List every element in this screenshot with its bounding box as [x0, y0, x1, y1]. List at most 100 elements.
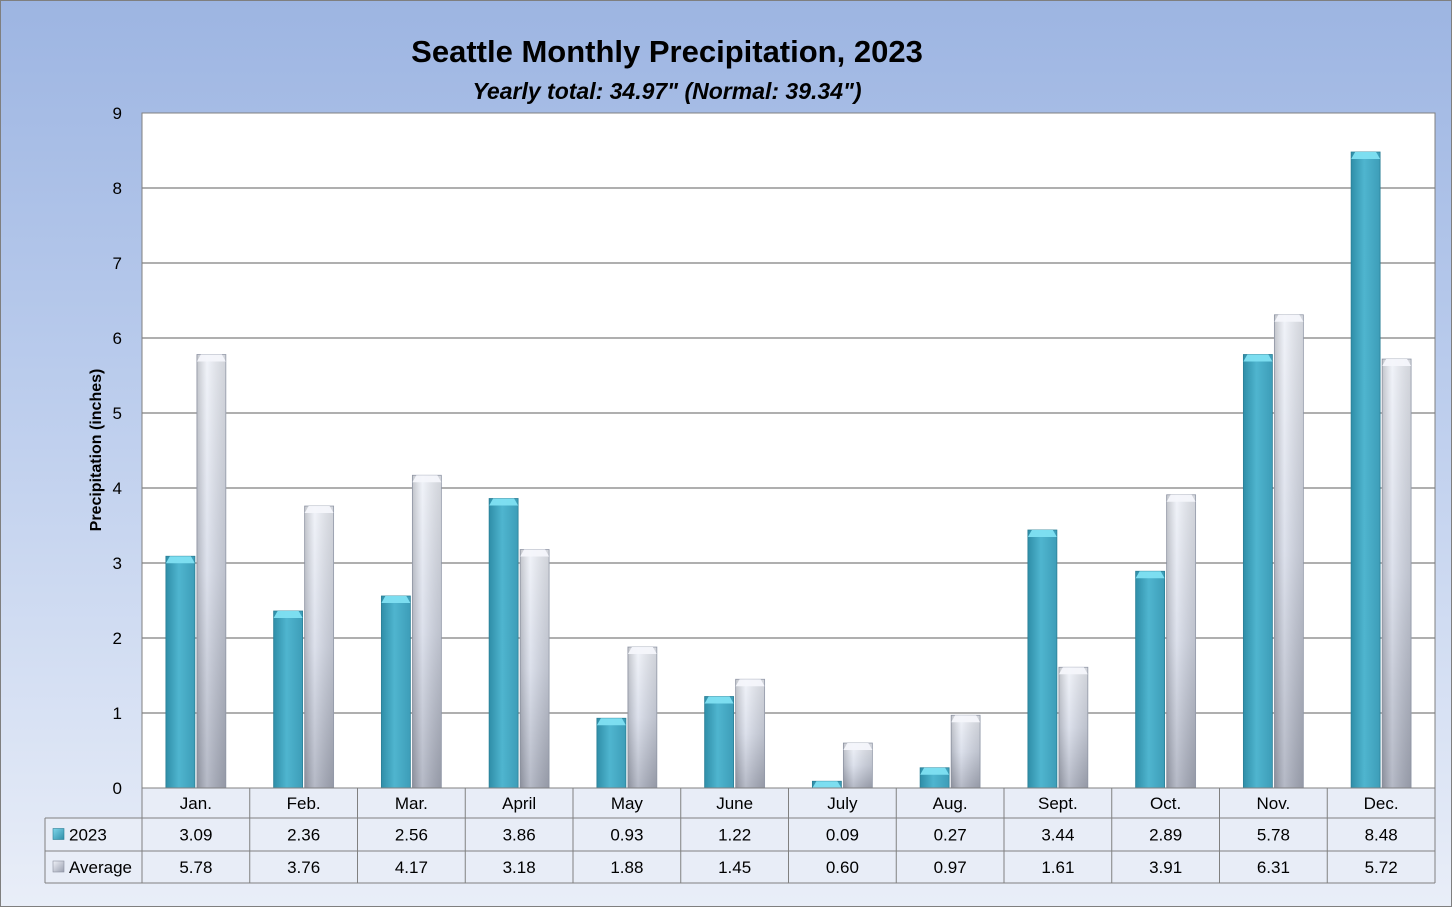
x-tick-label: Aug. — [933, 794, 968, 813]
bars — [165, 151, 1412, 789]
bar-cap — [1058, 667, 1088, 675]
bar-2023 — [380, 595, 411, 789]
bar-shade — [735, 679, 765, 788]
bar-cap — [196, 354, 226, 362]
bar-shade — [1058, 667, 1088, 788]
legend-label: Average — [69, 858, 132, 877]
x-tick-label: Feb. — [287, 794, 321, 813]
bar-body — [1135, 570, 1166, 789]
data-label: 1.45 — [718, 858, 751, 877]
data-label: 3.76 — [287, 858, 320, 877]
y-tick-label: 8 — [113, 179, 122, 198]
bar-2023 — [811, 780, 842, 789]
bar-cap — [273, 611, 303, 618]
bar-cap — [812, 781, 842, 788]
y-tick-label: 1 — [113, 704, 122, 723]
bar-cap — [920, 767, 950, 775]
y-axis-ticks: 0 1 2 3 4 5 6 7 8 9 — [113, 104, 122, 798]
bar-average — [411, 474, 442, 789]
chart-title: Seattle Monthly Precipitation, 2023 — [411, 34, 923, 69]
bar-cap — [1382, 359, 1412, 366]
bar-cap — [489, 498, 519, 506]
data-label: 1.22 — [718, 826, 751, 845]
data-label: 6.31 — [1257, 858, 1290, 877]
data-label: 8.48 — [1365, 826, 1398, 845]
data-label: 0.60 — [826, 858, 859, 877]
bar-body — [1350, 151, 1381, 789]
bar-body — [704, 696, 735, 789]
x-tick-label: June — [716, 794, 753, 813]
bar-body — [1242, 354, 1273, 789]
bar-cap — [735, 679, 765, 687]
bar-average — [1381, 358, 1412, 789]
bar-cap — [1351, 152, 1381, 159]
bar-2023 — [1350, 151, 1381, 789]
gridlines — [142, 187, 1435, 714]
legend-swatch-2023 — [52, 828, 65, 840]
bar-body — [380, 595, 411, 789]
bar-2023 — [273, 610, 304, 789]
bar-cap — [951, 715, 981, 723]
bar-2023 — [919, 767, 950, 789]
bar-cap — [304, 506, 334, 513]
bar-shade — [304, 506, 334, 788]
bar-2023 — [1027, 529, 1058, 789]
data-label: 1.61 — [1041, 858, 1074, 877]
data-label: 3.44 — [1041, 826, 1074, 845]
bar-shade — [196, 354, 226, 788]
bar-2023 — [704, 696, 735, 789]
bar-shade — [1382, 359, 1412, 788]
data-label: 3.91 — [1149, 858, 1182, 877]
data-label: 1.88 — [610, 858, 643, 877]
bar-cap — [1027, 530, 1057, 537]
y-tick-label: 3 — [113, 554, 122, 573]
data-label: 0.09 — [826, 826, 859, 845]
bar-2023 — [165, 555, 196, 789]
bar-cap — [596, 718, 626, 726]
bar-cap — [1166, 494, 1196, 502]
y-axis-label: Precipitation (inches) — [88, 369, 105, 532]
bar-cap — [843, 743, 873, 750]
x-tick-label: Nov. — [1257, 794, 1291, 813]
bar-2023 — [488, 498, 519, 789]
legend-swatch-average — [52, 860, 65, 873]
bar-shade — [627, 647, 657, 788]
x-tick-label: May — [611, 794, 644, 813]
bar-cap — [412, 475, 442, 483]
data-table: Jan. Feb. Mar. April May June July Aug. Sept. Oct… — [44, 787, 1436, 884]
bar-2023 — [1242, 354, 1273, 789]
bar-cap — [704, 696, 734, 704]
bar-cap — [520, 549, 550, 557]
data-label: 2.89 — [1149, 826, 1182, 845]
bar-average — [1273, 314, 1304, 789]
bar-average — [519, 549, 550, 789]
bar-2023 — [596, 717, 627, 789]
x-tick-label: Sept. — [1038, 794, 1078, 813]
bar-body — [488, 498, 519, 789]
bar-body — [273, 610, 304, 789]
bar-average — [304, 505, 335, 789]
y-tick-label: 9 — [113, 104, 122, 123]
bar-average — [842, 742, 873, 789]
y-tick-label: 5 — [113, 404, 122, 423]
chart-subtitle: Yearly total: 34.97" (Normal: 39.34") — [472, 78, 861, 104]
data-label: 5.78 — [1257, 826, 1290, 845]
x-tick-label: Oct. — [1150, 794, 1181, 813]
legend-label: 2023 — [69, 826, 107, 845]
plot-area — [141, 112, 1436, 789]
data-label: 3.86 — [503, 826, 536, 845]
x-tick-label: July — [827, 794, 858, 813]
bar-shade — [1274, 314, 1304, 788]
bar-shade — [951, 715, 981, 788]
bar-cap — [627, 647, 657, 654]
bar-shade — [843, 743, 873, 788]
y-tick-label: 6 — [113, 329, 122, 348]
data-label: 2.56 — [395, 826, 428, 845]
bar-shade — [412, 475, 442, 788]
bar-average — [735, 678, 766, 789]
x-tick-label: Dec. — [1364, 794, 1399, 813]
bar-average — [627, 646, 658, 789]
data-label: 3.18 — [503, 858, 536, 877]
